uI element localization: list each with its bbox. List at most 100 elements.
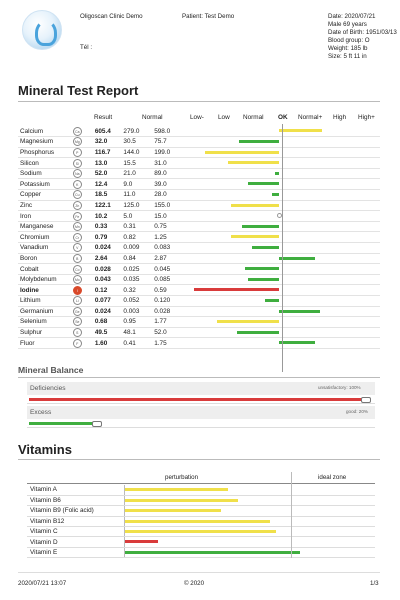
- mineral-name: Phosphorus: [18, 147, 71, 159]
- mineral-table: Calcium Ca 605.4 279.0 598.0 Magnesium Mg 32.0 3…: [18, 126, 380, 349]
- mineral-row: Potassium K 12.4 9.0 39.0: [18, 178, 380, 191]
- vitamin-level-bar: [124, 530, 277, 534]
- vitamin-name: Vitamin C: [27, 526, 125, 538]
- mineral-normal-min: 0.95: [121, 316, 153, 328]
- mineral-row: Magnesium Mg 32.0 30.5 75.7: [18, 136, 380, 148]
- vitamin-bar-cell: [124, 526, 375, 538]
- vitamin-row: Vitamin B12: [27, 516, 375, 528]
- mineral-result: 0.024: [92, 242, 122, 254]
- mineral-result: 10.2: [92, 210, 122, 222]
- mineral-result: 0.33: [92, 221, 122, 233]
- mineral-name: Copper: [18, 189, 71, 201]
- patient-blood-group: Blood group: O: [328, 37, 370, 44]
- mineral-bar-cell: [187, 327, 380, 339]
- mineral-normal-min: 21.0: [121, 168, 153, 180]
- mineral-normal-min: 0.009: [121, 242, 153, 254]
- mineral-result: 2.64: [92, 253, 122, 265]
- mineral-row: Iodine I 0.12 0.32 0.59: [18, 284, 380, 296]
- mineral-symbol: Mo: [70, 274, 93, 286]
- mineral-deviation-bar: [248, 182, 280, 186]
- mineral-symbol: Na: [70, 168, 93, 180]
- mineral-result: 0.68: [92, 316, 122, 328]
- mineral-symbol: Ge: [70, 306, 93, 318]
- mineral-row: Chromium Cr 0.79 0.82 1.25: [18, 231, 380, 244]
- mineral-bar-cell: [187, 263, 380, 275]
- footer-datetime: 2020/07/21 13:07: [18, 580, 67, 587]
- mineral-normal-min: 279.0: [121, 126, 153, 138]
- vitamin-row: Vitamin A: [27, 485, 375, 496]
- vitamin-level-bar: [124, 519, 270, 523]
- mineral-name: Selenium: [18, 316, 71, 328]
- clinic-logo: [22, 10, 62, 50]
- vitamin-header-ideal: ideal zone: [318, 474, 347, 481]
- mineral-row: Silicon Si 13.0 15.5 31.0: [18, 157, 380, 169]
- mineral-result: 18.5: [92, 189, 122, 201]
- header-high-plus: High+: [358, 114, 375, 121]
- mineral-bar-cell: [187, 231, 380, 244]
- vitamin-row: Vitamin E: [27, 547, 375, 559]
- mineral-symbol-badge: Cr: [72, 232, 82, 242]
- mineral-symbol-badge: Se: [72, 317, 82, 327]
- mineral-normal-min: 0.31: [121, 221, 153, 233]
- mineral-symbol: Li: [70, 295, 93, 307]
- deficiencies-label: Deficiencies: [30, 385, 66, 392]
- mineral-row: Zinc Zn 122.1 125.0 155.0: [18, 200, 380, 212]
- mineral-normal-max: 0.59: [152, 284, 188, 296]
- header-low-minus: Low-: [190, 114, 204, 121]
- mineral-symbol: Si: [70, 157, 93, 169]
- mineral-result: 32.0: [92, 136, 122, 148]
- mineral-bar-cell: [187, 253, 380, 265]
- mineral-name: Molybdenum: [18, 274, 71, 286]
- vitamin-name: Vitamin E: [27, 547, 125, 559]
- mineral-normal-max: 31.0: [152, 157, 188, 169]
- mineral-deviation-bar: [231, 203, 280, 207]
- mineral-symbol: S: [70, 327, 93, 339]
- footer-copyright: © 2020: [184, 580, 205, 587]
- mineral-bar-cell: [187, 210, 380, 222]
- mineral-normal-min: 144.0: [121, 147, 153, 159]
- mineral-normal-max: 199.0: [152, 147, 188, 159]
- mineral-symbol: Cu: [70, 189, 93, 201]
- mineral-normal-max: 89.0: [152, 168, 188, 180]
- mineral-result: 0.077: [92, 295, 122, 307]
- vitamin-row: Vitamin C: [27, 526, 375, 538]
- mineral-deviation-bar: [279, 129, 323, 132]
- mineral-name: Potassium: [18, 178, 71, 191]
- mineral-symbol-badge: Mo: [72, 275, 82, 285]
- excess-bar: [29, 422, 97, 425]
- mineral-normal-min: 0.035: [121, 274, 153, 286]
- mineral-normal-max: 155.0: [152, 200, 188, 212]
- mineral-row: Fluor F 1.60 0.41 1.75: [18, 337, 380, 349]
- header-normal-col: Normal: [243, 114, 264, 121]
- mineral-result: 49.5: [92, 327, 122, 339]
- excess-header: [27, 406, 375, 419]
- mineral-row: Manganese Mn 0.33 0.31 0.75: [18, 221, 380, 233]
- mineral-deviation-bar: [279, 309, 320, 313]
- mineral-name: Iodine: [18, 284, 71, 296]
- mineral-symbol-badge: Fe: [72, 211, 82, 221]
- deficiencies-header: [27, 382, 375, 395]
- vitamin-table-top: [27, 483, 375, 484]
- balance-title: Mineral Balance: [18, 365, 84, 375]
- mineral-name: Germanium: [18, 306, 71, 318]
- mineral-result: 0.12: [92, 284, 122, 296]
- mineral-normal-min: 48.1: [121, 327, 153, 339]
- report-title: Mineral Test Report: [18, 83, 139, 98]
- mineral-symbol-badge: K: [72, 179, 82, 189]
- vitamin-bar-cell: [124, 505, 375, 517]
- mineral-result: 0.043: [92, 274, 122, 286]
- mineral-symbol-badge: Cu: [72, 190, 82, 200]
- title-divider: [18, 101, 380, 102]
- vitamin-row: Vitamin D: [27, 536, 375, 548]
- mineral-normal-max: 15.0: [152, 210, 188, 222]
- mineral-name: Iron: [18, 210, 71, 222]
- clinic-name: Oligoscan Clinic Demo: [80, 13, 143, 20]
- mineral-name: Lithium: [18, 295, 71, 307]
- mineral-normal-min: 0.025: [121, 263, 153, 275]
- deficiencies-marker: [361, 396, 371, 403]
- mineral-result: 122.1: [92, 200, 122, 212]
- deficiencies-row: [27, 395, 375, 404]
- patient-dob: Date of Birth: 1951/03/13: [328, 29, 397, 36]
- vitamin-level-bar: [124, 498, 239, 502]
- mineral-symbol: Se: [70, 316, 93, 328]
